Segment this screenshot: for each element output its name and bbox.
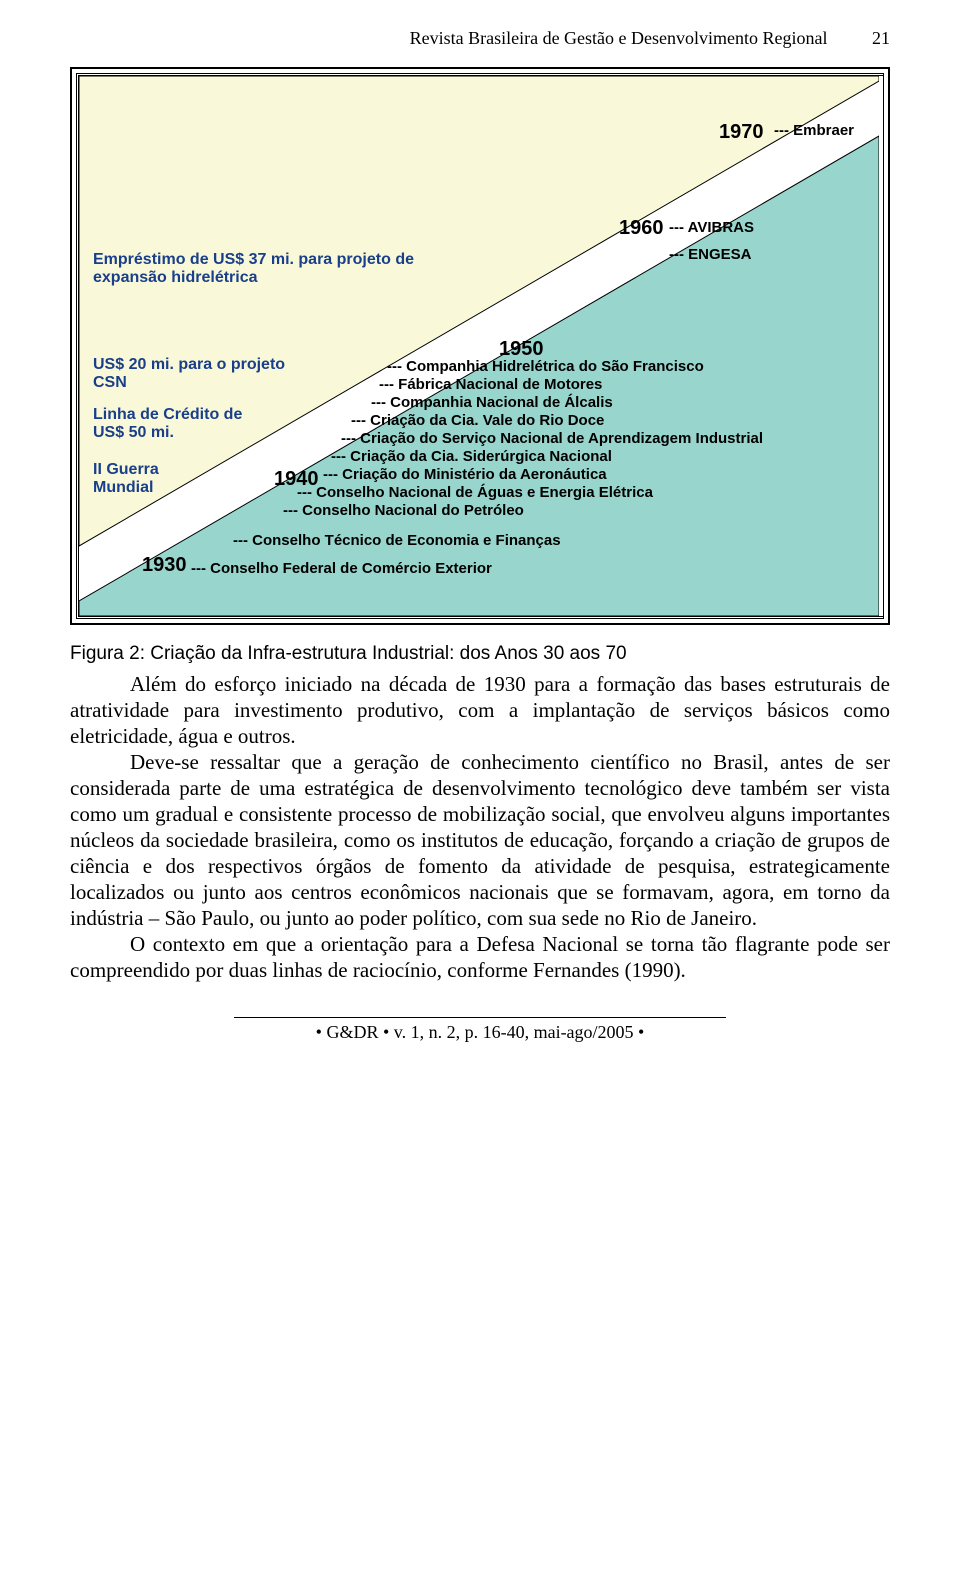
year-1970: 1970 bbox=[719, 121, 764, 144]
figure-frame-inner: 1930 1940 1950 1960 1970 --- Embraer ---… bbox=[76, 73, 884, 619]
journal-title: Revista Brasileira de Gestão e Desenvolv… bbox=[410, 28, 828, 48]
note-credito-l1: Linha de Crédito de bbox=[93, 406, 242, 423]
note-csn-l2: CSN bbox=[93, 374, 127, 391]
item-senai: --- Criação do Serviço Nacional de Apren… bbox=[341, 430, 763, 447]
year-1930: 1930 bbox=[142, 554, 187, 577]
note-guerra-l2: Mundial bbox=[93, 479, 153, 496]
item-avibras: --- AVIBRAS bbox=[669, 219, 754, 236]
page-number: 21 bbox=[872, 28, 890, 49]
footer: • G&DR • v. 1, n. 2, p. 16-40, mai-ago/2… bbox=[234, 1017, 726, 1043]
page: Revista Brasileira de Gestão e Desenvolv… bbox=[0, 0, 960, 1083]
note-credito-l2: US$ 50 mi. bbox=[93, 424, 174, 441]
item-cnp: --- Conselho Nacional do Petróleo bbox=[283, 502, 524, 519]
item-csn-sid: --- Criação da Cia. Siderúrgica Nacional bbox=[331, 448, 612, 465]
item-cna: --- Companhia Nacional de Álcalis bbox=[371, 394, 613, 411]
note-csn-l1: US$ 20 mi. para o projeto bbox=[93, 356, 285, 373]
figure-canvas: 1930 1940 1950 1960 1970 --- Embraer ---… bbox=[78, 75, 884, 617]
note-emprestimo: Empréstimo de US$ 37 mi. para projeto de… bbox=[93, 251, 473, 288]
note-credito: Linha de Crédito de US$ 50 mi. bbox=[93, 406, 242, 443]
running-header: Revista Brasileira de Gestão e Desenvolv… bbox=[70, 28, 890, 49]
note-csn: US$ 20 mi. para o projeto CSN bbox=[93, 356, 285, 393]
note-emprestimo-l2: expansão hidrelétrica bbox=[93, 269, 258, 286]
figure-frame: 1930 1940 1950 1960 1970 --- Embraer ---… bbox=[70, 67, 890, 625]
item-chsf: --- Companhia Hidrelétrica do São Franci… bbox=[387, 358, 704, 375]
body-text: Além do esforço iniciado na década de 19… bbox=[70, 671, 890, 983]
item-fnm: --- Fábrica Nacional de Motores bbox=[379, 376, 602, 393]
year-1960: 1960 bbox=[619, 217, 664, 240]
item-embraer: --- Embraer bbox=[774, 122, 854, 139]
paragraph-3: O contexto em que a orientação para a De… bbox=[70, 931, 890, 983]
item-aero: --- Criação do Ministério da Aeronáutica bbox=[323, 466, 607, 483]
note-guerra: II Guerra Mundial bbox=[93, 461, 159, 498]
figure-caption: Figura 2: Criação da Infra-estrutura Ind… bbox=[70, 643, 890, 665]
paragraph-1: Além do esforço iniciado na década de 19… bbox=[70, 671, 890, 749]
paragraph-2: Deve-se ressaltar que a geração de conhe… bbox=[70, 749, 890, 931]
item-engesa: --- ENGESA bbox=[669, 246, 752, 263]
note-emprestimo-l1: Empréstimo de US$ 37 mi. para projeto de bbox=[93, 251, 414, 268]
item-vale: --- Criação da Cia. Vale do Rio Doce bbox=[351, 412, 604, 429]
item-cfce: --- Conselho Federal de Comércio Exterio… bbox=[191, 560, 492, 577]
item-cnaee: --- Conselho Nacional de Águas e Energia… bbox=[297, 484, 653, 501]
item-ctef: --- Conselho Técnico de Economia e Finan… bbox=[233, 532, 561, 549]
note-guerra-l1: II Guerra bbox=[93, 461, 159, 478]
